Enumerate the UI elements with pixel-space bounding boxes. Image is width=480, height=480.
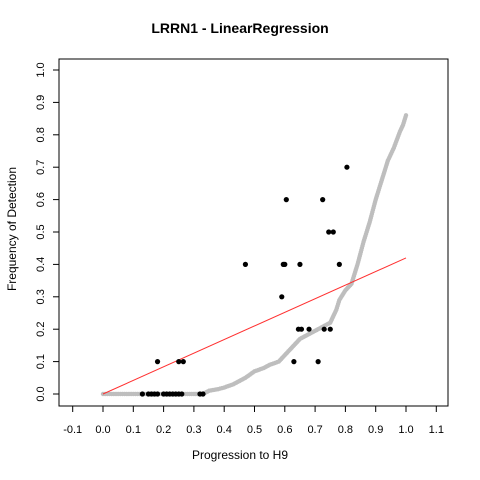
observed-point <box>242 261 249 267</box>
y-tick-label: 0.5 <box>35 224 47 239</box>
y-tick-label: 0.0 <box>35 386 47 401</box>
x-tick-label: 0.1 <box>126 424 141 436</box>
observed-point <box>154 359 161 365</box>
observed-point <box>326 229 332 235</box>
observed-point <box>291 359 297 365</box>
plot-frame <box>58 58 449 407</box>
x-axis-label: Progression to H9 <box>191 448 289 462</box>
observed-point <box>315 359 321 365</box>
observed-point <box>336 261 342 267</box>
chart-title: LRRN1 - LinearRegression <box>151 20 329 36</box>
observed-point <box>179 391 185 397</box>
observed-point <box>321 326 327 332</box>
y-tick-label: 0.1 <box>35 354 47 369</box>
regression-line <box>102 257 407 395</box>
x-tick-label: 0.7 <box>307 424 322 436</box>
observed-point <box>297 261 303 267</box>
observed-series <box>139 164 350 397</box>
fit-line-segment <box>102 257 407 395</box>
y-tick-label: 0.3 <box>35 289 47 304</box>
observed-point <box>279 294 285 300</box>
y-tick-label: 0.8 <box>35 127 47 142</box>
observed-point <box>283 197 289 203</box>
curve-point <box>403 113 409 118</box>
y-axis-label: Frequency of Detection <box>5 166 19 292</box>
y-tick-label: 0.2 <box>35 322 47 337</box>
observed-point <box>306 326 312 332</box>
observed-point <box>298 326 305 332</box>
observed-point <box>176 359 182 365</box>
x-tick-label: 0.8 <box>338 424 353 436</box>
observed-point <box>327 326 333 332</box>
x-tick-label: -0.1 <box>63 424 82 436</box>
x-tick-label: 1.0 <box>398 424 413 436</box>
y-axis: 0.0 0.1 0.2 0.3 0.4 0.5 0.6 0.7 0.8 0.9 1.0 <box>35 62 59 402</box>
x-tick-label: 1.1 <box>429 424 444 436</box>
y-tick-label: 0.4 <box>35 257 47 272</box>
observed-point <box>344 164 350 170</box>
observed-point <box>320 197 326 203</box>
x-tick-label: 0.5 <box>247 424 262 436</box>
y-tick-label: 0.9 <box>35 95 47 110</box>
observed-point <box>330 229 336 235</box>
x-tick-label: 0.4 <box>217 424 232 436</box>
x-axis: -0.1 0.0 0.1 0.2 0.3 0.4 0.5 0.6 0.7 0.8 0.9 1.0 1.1 <box>63 406 444 436</box>
x-tick-label: 0.2 <box>156 424 171 436</box>
x-tick-label: 0.3 <box>186 424 201 436</box>
x-tick-label: 0.0 <box>95 424 110 436</box>
x-tick-label: 0.6 <box>277 424 292 436</box>
y-tick-label: 1.0 <box>35 62 47 77</box>
y-tick-label: 0.6 <box>35 192 47 207</box>
observed-point <box>282 261 288 267</box>
y-tick-label: 0.7 <box>35 160 47 175</box>
observed-point <box>139 391 145 397</box>
x-tick-label: 0.9 <box>368 424 383 436</box>
gray-curve-series <box>100 113 409 397</box>
observed-point <box>200 391 206 397</box>
observed-point <box>180 359 186 365</box>
observed-point <box>154 391 161 397</box>
